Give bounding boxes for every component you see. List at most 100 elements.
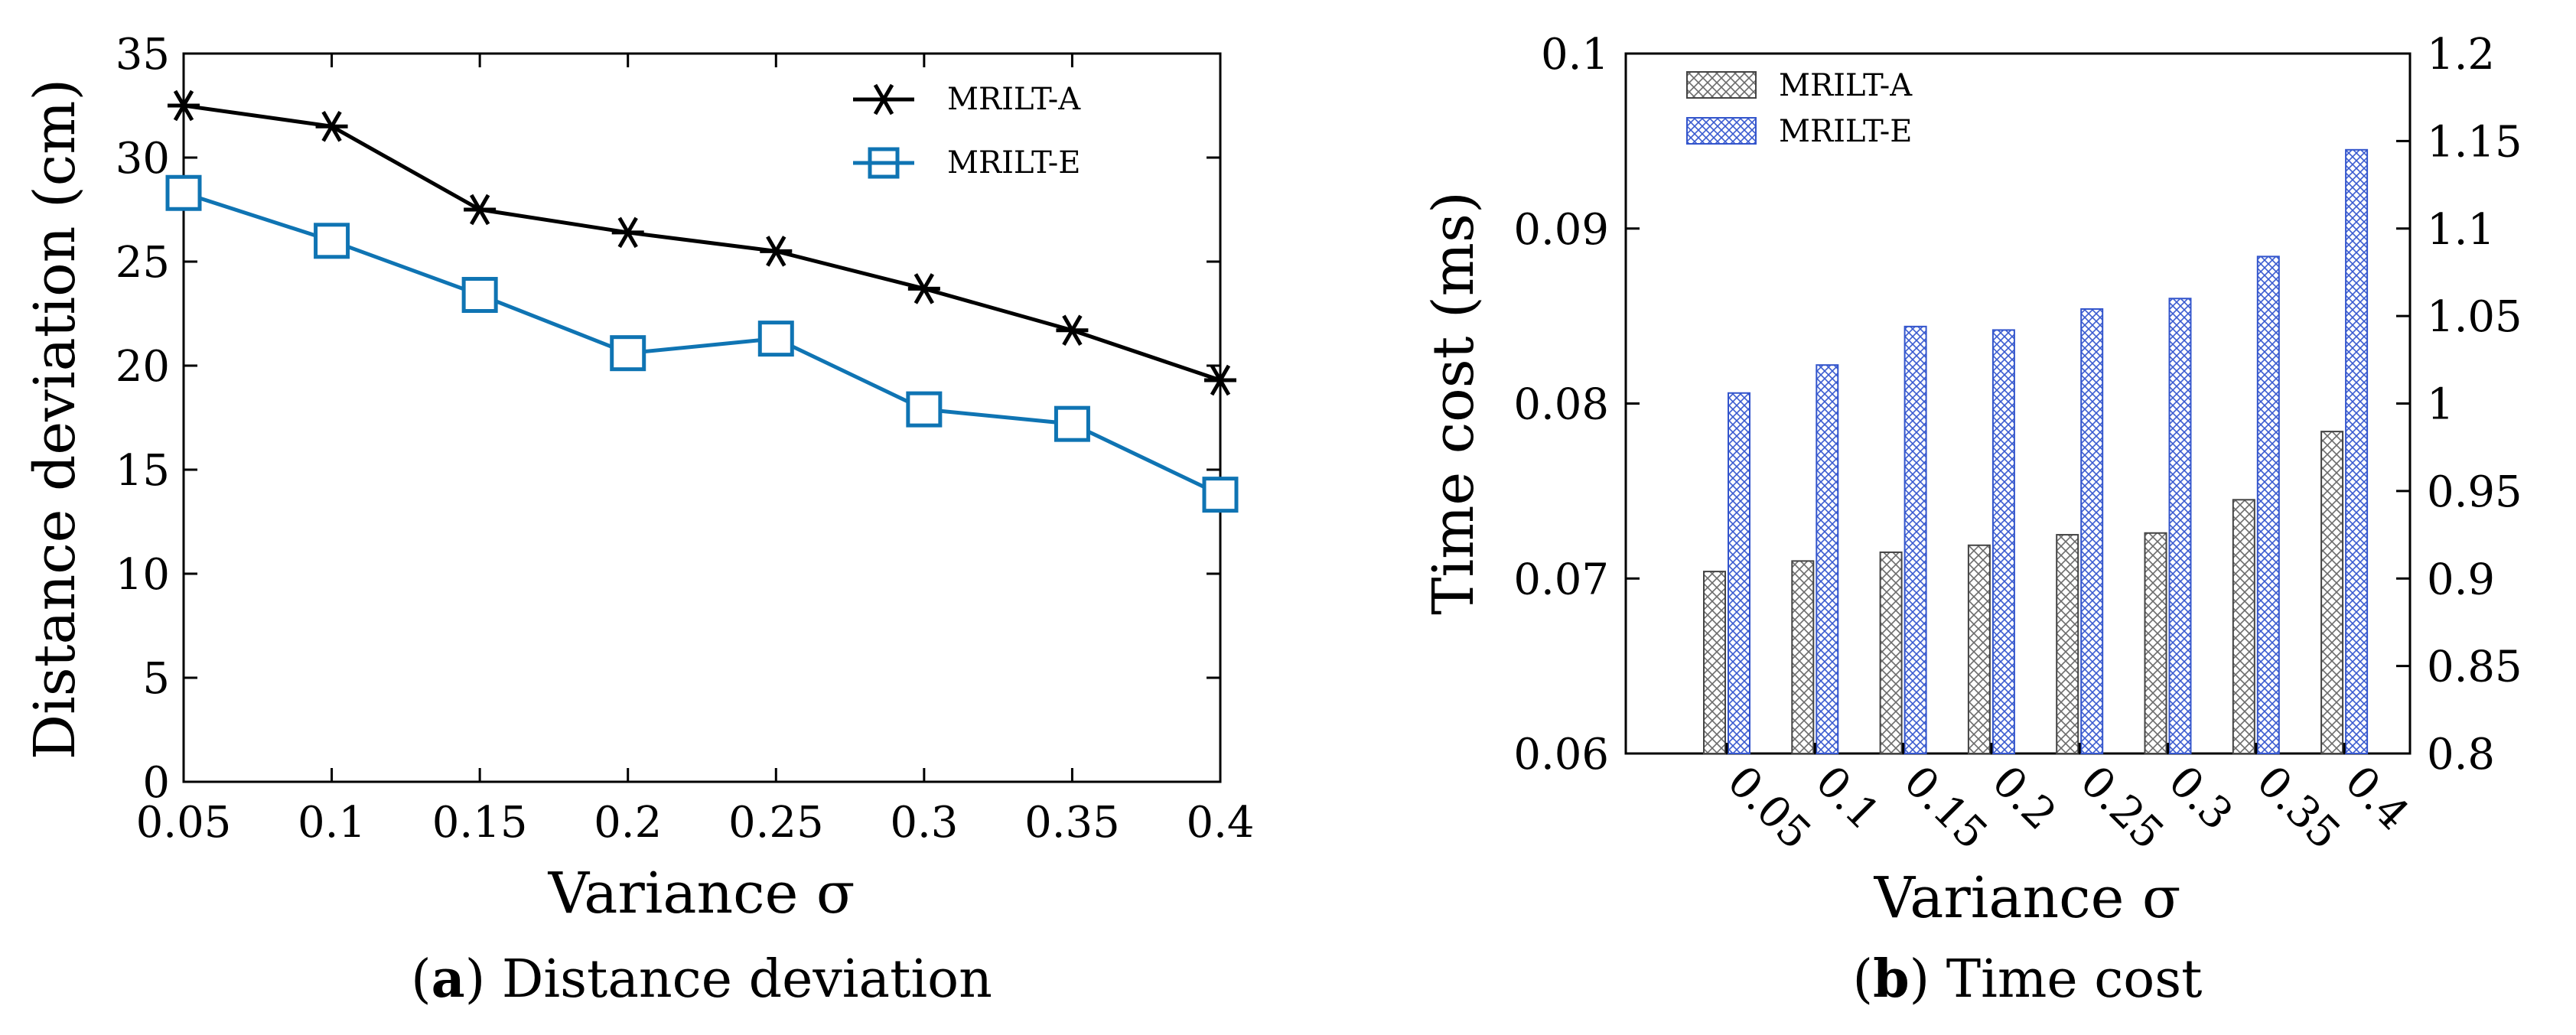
legend-label-mrilt-e: MRILT-E [1779,114,1912,149]
series-line-mrilt-a [183,103,1221,382]
y-tick-label: 0.06 [1513,730,1609,780]
data-point-square [314,223,350,259]
y-tick-label: 0.08 [1513,380,1609,430]
y-axis-label: Distance deviation (cm) [22,79,88,760]
bar-mrilt-a [2232,499,2255,754]
marker-stroke [617,216,638,249]
data-point-square [1054,405,1090,442]
data-point-asterisk [168,90,200,122]
legend-marker-square [868,147,900,179]
x-tick-label: 0.1 [1806,757,1889,840]
bar-mrilt-a [1967,544,1991,754]
y2-tick-label: 0.8 [2427,730,2495,780]
data-point-square [165,174,202,211]
x-tick-label: 0.25 [2070,757,2173,859]
y-axis-left-ticks: 0.06 0.07 0.08 0.09 0.1 [1513,30,1640,780]
caption-text: Time cost [1930,949,2202,1010]
y-tick-label: 35 [116,30,170,80]
data-point-square [610,335,646,372]
x-tick-label: 0.3 [890,798,958,848]
legend: MRILT-A MRILT-E [1686,68,1913,149]
data-point-square [757,321,794,357]
legend: MRILT-A MRILT-E [853,82,1081,181]
bar-mrilt-e [1991,329,2015,754]
bar-mrilt-e [1816,364,1839,754]
series-markers [165,90,1239,513]
y-tick-label: 25 [116,238,170,288]
x-tick-label: 0.3 [2159,757,2242,840]
x-tick-label: 0.25 [728,798,824,848]
marker-stroke [173,90,194,122]
caption-label: a [432,949,465,1010]
caption: (b) Time cost [1853,949,2203,1010]
y-tick-label: 0 [142,758,170,808]
x-tick-label: 0.4 [1186,798,1254,848]
y2-tick-label: 1.05 [2427,292,2522,342]
x-tick-label: 0.1 [298,798,366,848]
bar-mrilt-e [1728,392,1750,755]
marker-stroke [321,110,342,142]
bars [1703,148,2369,755]
legend-label-mrilt-e: MRILT-E [947,145,1080,181]
data-point-square [461,277,498,314]
y-tick-label: 30 [116,134,170,184]
y-tick-label: 0.1 [1541,30,1609,80]
bar-mrilt-a [1791,560,1815,754]
legend-marker-asterisk [868,83,900,116]
legend-swatch-mrilt-a [1686,71,1757,99]
x-axis-label: Variance σ [1874,865,2181,931]
marker-stroke [469,194,490,226]
bar-mrilt-a [2320,431,2344,754]
x-tick-label: 0.2 [1982,757,2066,840]
bar-mrilt-a [2144,532,2167,755]
caption-label: b [1873,949,1910,1010]
x-tick-label: 0.05 [136,798,232,848]
marker-stroke [913,273,935,304]
legend-swatch-mrilt-e [1686,117,1757,145]
series-line-mrilt-e [183,190,1222,496]
bar-mrilt-e [2168,298,2192,754]
y-tick-label: 0.09 [1513,205,1609,255]
marker-stroke [766,236,786,267]
x-tick-label: 0.15 [432,798,528,848]
x-axis-ticks: 0.05 0.1 0.15 0.2 0.25 0.3 0.35 0.4 [136,54,1255,848]
y2-tick-label: 1.2 [2427,30,2495,80]
bar-mrilt-a [1879,551,1903,754]
y2-tick-label: 0.85 [2427,643,2522,692]
bar-mrilt-e [2080,308,2104,755]
x-axis-label: Variance σ [548,861,855,926]
bar-mrilt-a [2056,534,2079,754]
bar-mrilt-e [2256,255,2280,755]
plot-frame [182,52,1222,783]
data-point-asterisk [611,216,644,249]
y-tick-label: 10 [116,550,170,600]
data-point-asterisk [760,236,793,267]
data-point-asterisk [464,194,497,226]
legend-label-mrilt-a: MRILT-A [947,82,1081,117]
bar-mrilt-a [1703,571,1726,754]
x-tick-label: 0.05 [1718,757,1820,859]
data-point-asterisk [907,273,940,304]
y2-tick-label: 0.9 [2427,555,2495,604]
time-cost-chart: 0.06 0.07 0.08 0.09 0.1 0.8 0.85 0.9 0.95 1 1.05 1… [1421,30,2522,1010]
data-point-asterisk [315,110,348,142]
marker-stroke [1210,364,1231,396]
y-axis-label: Time cost (ms) [1421,191,1487,615]
caption: (a) Distance deviation [411,949,992,1010]
x-tick-label: 0.2 [594,798,662,848]
legend-label-mrilt-a: MRILT-A [1779,68,1913,103]
y2-tick-label: 1.15 [2427,117,2522,167]
bar-mrilt-e [2345,148,2369,754]
data-point-square [906,391,943,428]
x-tick-label: 0.35 [1024,798,1120,848]
y-axis-right-ticks: 0.8 0.85 0.9 0.95 1 1.05 1.1 1.15 1.2 [2396,30,2522,780]
caption-text: Distance deviation [485,949,992,1010]
data-point-asterisk [1204,364,1236,396]
y2-tick-label: 1.1 [2427,205,2495,255]
y-tick-label: 15 [116,446,170,496]
x-tick-label: 0.4 [2335,757,2418,840]
y2-tick-label: 1 [2427,380,2454,430]
